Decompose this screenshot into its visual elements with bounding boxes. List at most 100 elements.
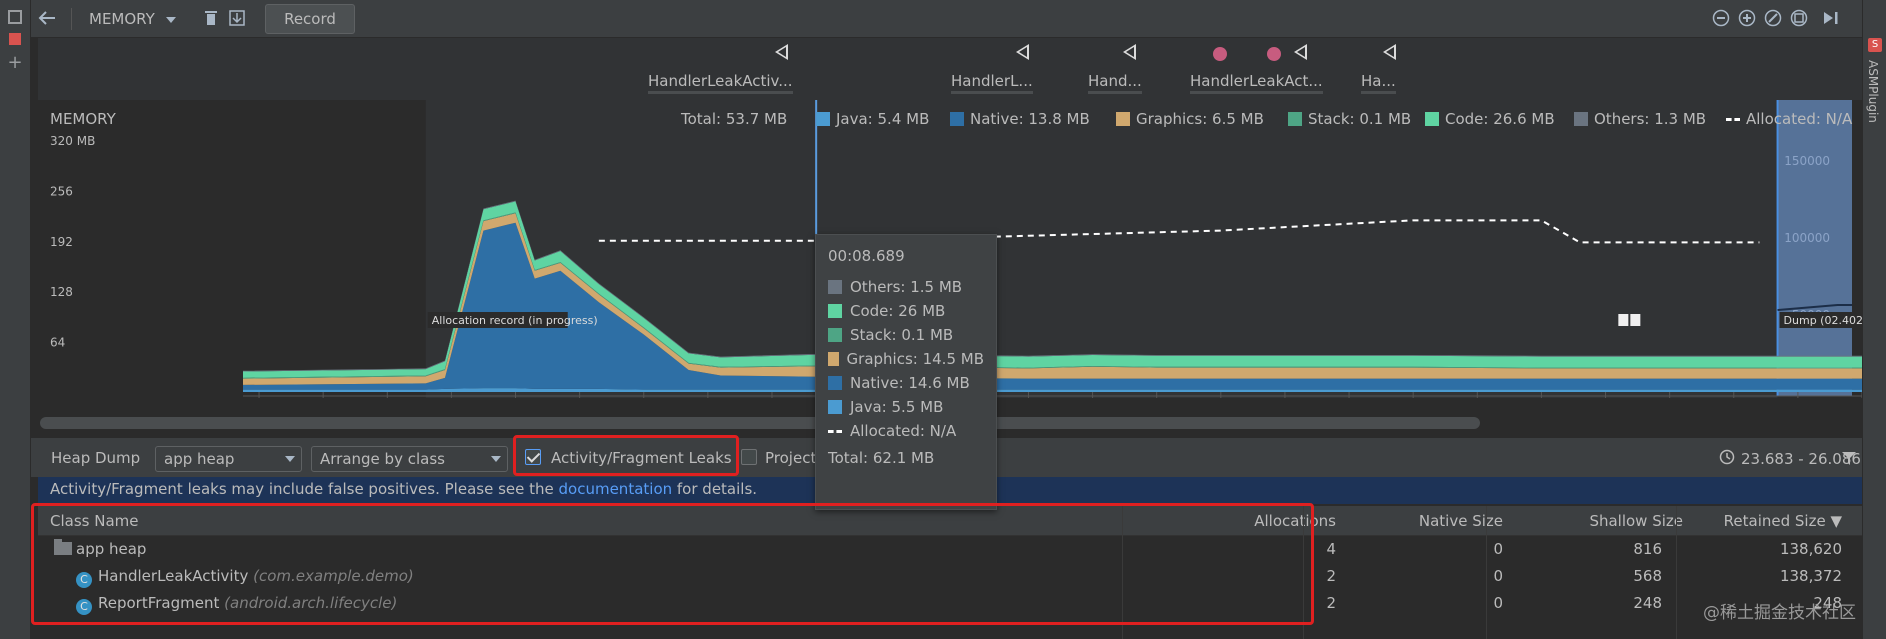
user-event-dot-icon[interactable] [1267, 47, 1281, 61]
banner-text: Activity/Fragment leaks may include fals… [50, 480, 554, 498]
col-retained-size[interactable]: Retained Size ▼ [1723, 512, 1842, 530]
leaks-checkbox[interactable] [525, 449, 541, 465]
tooltip-row: Native: 14.6 MB [828, 371, 984, 395]
zoom-in-icon[interactable] [1737, 8, 1757, 28]
legend-label: Code: 26.6 MB [1445, 110, 1555, 128]
time-range: 23.683 - 26.086 [1719, 449, 1861, 469]
project-checkbox-label[interactable]: Project [765, 449, 817, 467]
tooltip-swatch [828, 328, 842, 342]
tooltip-total: Total: 62.1 MB [828, 449, 935, 467]
chart-tooltip: 00:08.689 Others: 1.5 MB Code: 26 MB Sta… [815, 234, 997, 510]
row-allocations: 4 [1326, 540, 1336, 558]
row-allocations: 2 [1326, 594, 1336, 612]
asmplugin-tab[interactable]: ASMPlugin [1866, 60, 1880, 123]
allocation-record-label-bg [427, 312, 568, 328]
event-label[interactable]: Hand... [1088, 72, 1142, 94]
gc-marker-icon [1618, 314, 1629, 326]
row-class-name: app heap [76, 540, 147, 558]
zoom-to-selection-icon[interactable] [1789, 8, 1809, 28]
right-tool-rail: S ASMPlugin [1862, 0, 1886, 639]
timeline-scrollbar[interactable] [40, 417, 1480, 429]
documentation-link[interactable]: documentation [558, 480, 673, 498]
legend-native: Native: 13.8 MB [950, 110, 1090, 128]
reset-zoom-icon[interactable] [1763, 8, 1783, 28]
tooltip-dash [828, 429, 842, 433]
tooltip-time: 00:08.689 [828, 247, 905, 265]
activity-event-marker-icon[interactable] [775, 44, 788, 60]
y2-tick-label: 150000 [1784, 154, 1830, 168]
row-native-size: 0 [1493, 594, 1503, 612]
col-allocations[interactable]: Allocations [1254, 512, 1336, 530]
plugin-badge: S [1868, 38, 1882, 52]
leaks-checkbox-label[interactable]: Activity/Fragment Leaks [551, 449, 732, 467]
legend-total: Total: 53.7 MB [681, 110, 787, 128]
legend-code: Code: 26.6 MB [1425, 110, 1555, 128]
column-divider [1486, 506, 1487, 639]
table-row[interactable]: C ReportFragment (android.arch.lifecycle)… [38, 591, 1862, 618]
event-label[interactable]: HandlerLeakActiv... [648, 72, 793, 94]
back-arrow-icon[interactable] [37, 8, 57, 28]
tooltip-row: Graphics: 14.5 MB [828, 347, 984, 371]
delete-icon[interactable] [201, 8, 221, 28]
dump-object-line [1777, 304, 1852, 311]
chevron-down-icon [285, 456, 295, 462]
row-retained-size: 138,372 [1779, 567, 1842, 585]
legend-stack: Stack: 0.1 MB [1288, 110, 1411, 128]
event-label[interactable]: HandlerLeakAct... [1190, 72, 1323, 94]
legend-swatch [1288, 112, 1302, 126]
table-row[interactable]: C HandlerLeakActivity (com.example.demo) … [38, 564, 1862, 591]
legend-label: Graphics: 6.5 MB [1136, 110, 1264, 128]
col-native-size[interactable]: Native Size [1418, 512, 1503, 530]
arrange-select[interactable]: Arrange by class [311, 446, 508, 472]
tooltip-label: Others: 1.5 MB [850, 278, 963, 296]
legend-java: Java: 5.4 MB [816, 110, 929, 128]
filter-icon[interactable] [1839, 448, 1859, 468]
profiler-selector-label: MEMORY [89, 10, 155, 28]
stop-session-icon[interactable] [6, 8, 24, 26]
legend-label: Allocated: N/A [1746, 110, 1853, 128]
col-shallow-size[interactable]: Shallow Size [1589, 512, 1683, 530]
activity-event-marker-icon[interactable] [1383, 44, 1396, 60]
col-class-name[interactable]: Class Name [50, 512, 139, 530]
row-retained-size: 248 [1813, 594, 1842, 612]
heap-select[interactable]: app heap [155, 446, 302, 472]
zoom-out-icon[interactable] [1711, 8, 1731, 28]
activity-event-marker-icon[interactable] [1294, 44, 1307, 60]
record-button[interactable]: Record [265, 4, 355, 34]
row-allocations: 2 [1326, 567, 1336, 585]
activity-event-marker-icon[interactable] [1123, 44, 1136, 60]
event-label[interactable]: Ha... [1361, 72, 1396, 94]
dump-selection-region [1777, 100, 1852, 396]
user-event-dot-icon[interactable] [1213, 47, 1227, 61]
area-series-code [243, 201, 1862, 378]
column-divider [1122, 506, 1123, 639]
chevron-down-icon [165, 10, 177, 28]
row-native-size: 0 [1493, 540, 1503, 558]
y2-tick-label: 100000 [1784, 231, 1830, 245]
add-session-icon[interactable]: + [7, 52, 23, 73]
project-checkbox[interactable] [741, 449, 757, 465]
y-tick-label: 320 MB [50, 134, 95, 148]
legend-label: Stack: 0.1 MB [1308, 110, 1412, 128]
tooltip-row: Stack: 0.1 MB [828, 323, 984, 347]
event-label[interactable]: HandlerL... [951, 72, 1033, 94]
row-native-size: 0 [1493, 567, 1503, 585]
class-table: Class Name Allocations Native Size Shall… [38, 506, 1862, 639]
tooltip-row: Allocated: N/A [828, 419, 984, 443]
profiler-selector[interactable]: MEMORY [89, 9, 177, 29]
row-package: (com.example.demo) [253, 567, 414, 585]
watermark: @稀土掘金技术社区 [1703, 603, 1856, 623]
heap-dump-title: Heap Dump [51, 449, 141, 467]
go-live-icon[interactable] [1821, 8, 1841, 28]
legend-total-label: Total: 53.7 MB [681, 110, 788, 128]
record-stop-icon[interactable] [6, 30, 24, 48]
row-shallow-size: 248 [1633, 594, 1662, 612]
tooltip-label: Code: 26 MB [850, 302, 946, 320]
tooltip-label: Stack: 0.1 MB [850, 326, 954, 344]
left-tool-rail: + [0, 0, 31, 639]
activity-event-marker-icon[interactable] [1016, 44, 1029, 60]
table-row[interactable]: app heap 4 0 816 138,620 [38, 537, 1862, 564]
export-icon[interactable] [227, 8, 247, 28]
legend-label: Others: 1.3 MB [1594, 110, 1707, 128]
chart-title: MEMORY [50, 110, 116, 128]
